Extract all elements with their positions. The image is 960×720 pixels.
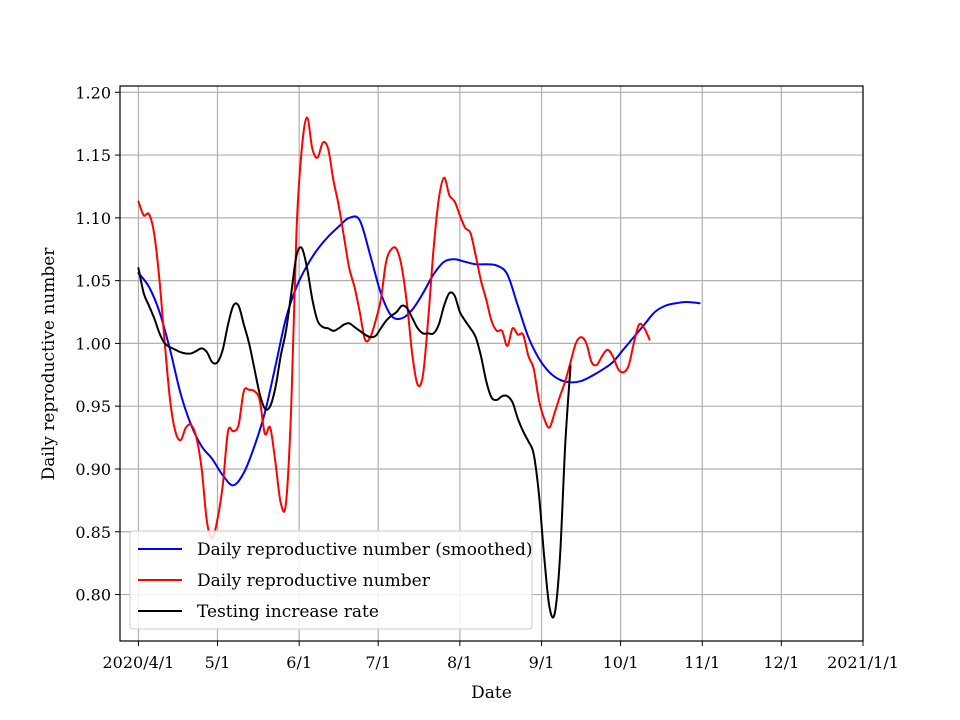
y-tick-label: 1.00 [75, 334, 111, 353]
x-tick-label: 8/1 [447, 653, 473, 672]
legend-frame [129, 530, 533, 630]
x-tick-label: 2021/1/1 [827, 653, 899, 672]
y-tick-label: 1.10 [75, 209, 111, 228]
y-tick-label: 1.20 [75, 83, 111, 102]
x-tick-label: 12/1 [763, 653, 799, 672]
x-tick-label: 7/1 [365, 653, 391, 672]
y-tick-label: 1.05 [75, 272, 111, 291]
series-line-3 [137, 246, 572, 619]
legend-label-1: Daily reproductive number (smoothed) [197, 540, 533, 560]
series-line-1 [137, 215, 701, 487]
y-tick-label: 0.85 [75, 523, 111, 542]
x-axis-label: Date [471, 683, 512, 703]
ticks: 2020/4/1 5/1 6/1 7/1 8/1 9/1 10/1 11/1 12/1 2021/… [75, 83, 899, 672]
legend: Daily reproductive number (smoothed) Dail… [129, 530, 533, 630]
y-tick-label: 1.15 [75, 146, 111, 165]
legend-label-3: Testing increase rate [197, 602, 379, 622]
legend-label-2: Daily reproductive number [197, 571, 431, 591]
series-line-2 [137, 116, 651, 540]
x-tick-label: 11/1 [684, 653, 720, 672]
y-tick-label: 0.95 [75, 397, 111, 416]
y-tick-label: 0.90 [75, 460, 111, 479]
x-tick-label: 10/1 [603, 653, 639, 672]
y-tick-label: 0.80 [75, 586, 111, 605]
y-axis-label: Daily reproductive number [39, 247, 59, 481]
x-tick-label: 2020/4/1 [103, 653, 175, 672]
series-layer [137, 116, 701, 619]
x-tick-label: 5/1 [205, 653, 231, 672]
x-tick-label: 9/1 [529, 653, 555, 672]
plot-frame [119, 85, 864, 642]
x-tick-label: 6/1 [286, 653, 312, 672]
